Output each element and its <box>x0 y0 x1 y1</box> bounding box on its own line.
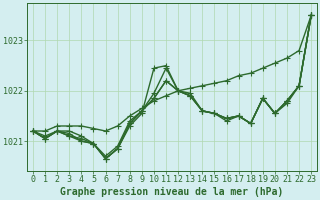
X-axis label: Graphe pression niveau de la mer (hPa): Graphe pression niveau de la mer (hPa) <box>60 187 284 197</box>
